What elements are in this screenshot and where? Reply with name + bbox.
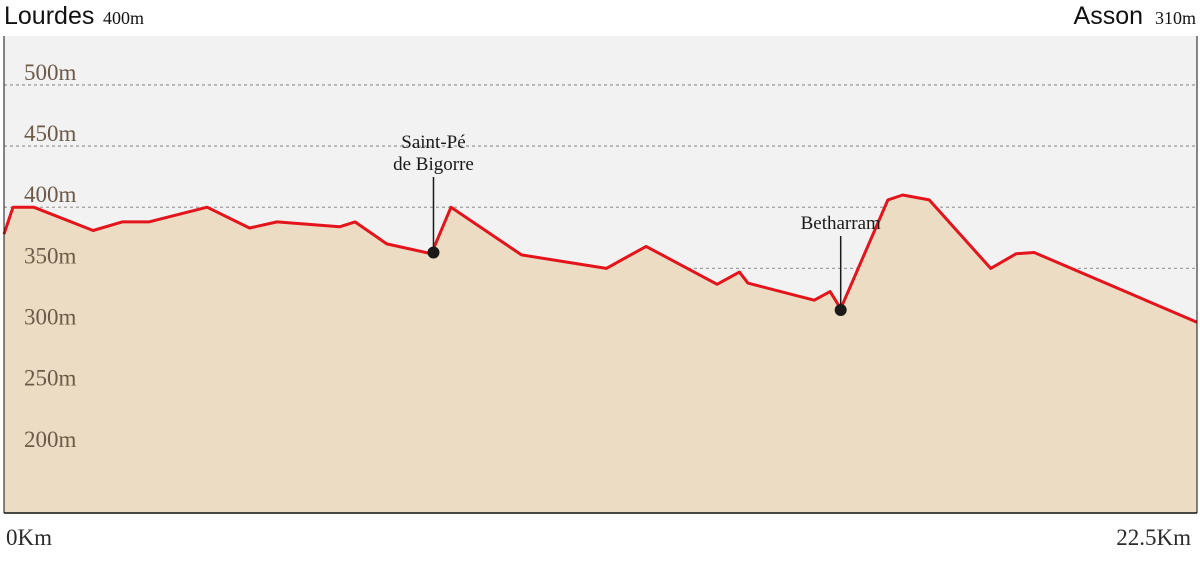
y-tick-label: 300m xyxy=(24,305,77,330)
x-tick-label: 22.5Km xyxy=(1116,525,1191,550)
poi-label: Saint-Pé xyxy=(401,132,465,153)
poi-1: Betharram xyxy=(801,213,881,316)
y-tick-label: 350m xyxy=(24,243,77,268)
elevation-line xyxy=(2,193,1198,324)
y-axis-labels: 500m 450m 400m 350m 300m 250m 200m xyxy=(24,60,77,452)
end-elevation: 310m xyxy=(1155,8,1196,28)
y-tick-label: 250m xyxy=(24,366,77,391)
x-tick-label: 0Km xyxy=(6,525,52,550)
y-tick-label: 450m xyxy=(24,121,77,146)
poi-marker xyxy=(427,246,440,259)
end-name: Asson xyxy=(1074,2,1143,30)
y-tick-label: 200m xyxy=(24,427,77,452)
x-axis-labels: 0Km 22.5Km xyxy=(6,525,1191,550)
y-tick-label: 400m xyxy=(24,182,77,207)
y-tick-label: 500m xyxy=(24,60,77,85)
poi-label: de Bigorre xyxy=(393,154,474,175)
poi-marker xyxy=(834,303,847,316)
start-name: Lourdes xyxy=(4,2,94,30)
elevation-area xyxy=(4,195,1197,513)
poi-label: Betharram xyxy=(801,213,881,234)
start-elevation: 400m xyxy=(103,8,144,28)
